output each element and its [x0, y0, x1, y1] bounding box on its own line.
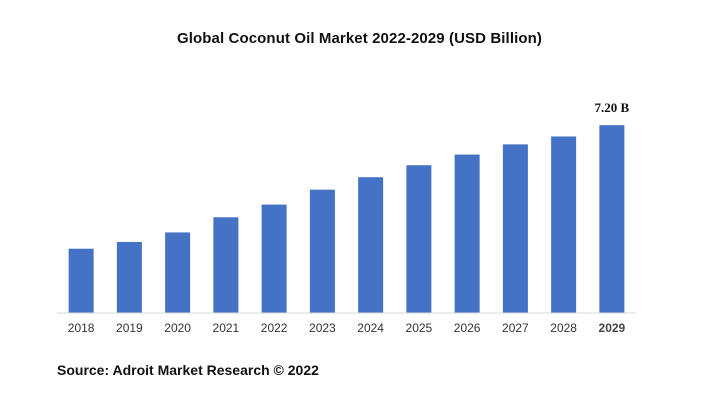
- bar-2026: [454, 154, 480, 313]
- x-tick-label-2021: 2021: [213, 321, 240, 335]
- bar-2019: [116, 241, 142, 313]
- x-tick-label-2028: 2028: [550, 321, 577, 335]
- x-tick-label-2026: 2026: [454, 321, 481, 335]
- bar-2022: [261, 204, 287, 313]
- x-tick-label-2029: 2029: [599, 321, 626, 335]
- x-tick-label-2022: 2022: [261, 321, 288, 335]
- bar-2029: [599, 125, 625, 313]
- bar-2025: [406, 165, 432, 313]
- x-tick-label-2025: 2025: [406, 321, 433, 335]
- bars-layer: [68, 125, 625, 313]
- bar-2027: [502, 144, 528, 313]
- bar-2020: [165, 232, 191, 313]
- source-note: Source: Adroit Market Research © 2022: [57, 362, 319, 378]
- x-tick-label-2027: 2027: [502, 321, 529, 335]
- bar-2024: [358, 177, 384, 313]
- bar-2018: [68, 248, 94, 313]
- bar-2028: [551, 136, 577, 313]
- data-labels: 7.20 B: [595, 100, 630, 115]
- x-tick-label-2018: 2018: [68, 321, 95, 335]
- bar-2021: [213, 217, 239, 313]
- x-tick-label-2023: 2023: [309, 321, 336, 335]
- bar-2023: [309, 189, 335, 313]
- x-tick-labels: 2018 2019 2020 2021 2022 2023 2024 2025 2026 2027…: [68, 321, 626, 335]
- x-tick-label-2019: 2019: [116, 321, 143, 335]
- chart-title: Global Coconut Oil Market 2022-2029 (USD…: [177, 30, 542, 47]
- data-label-2029: 7.20 B: [595, 100, 630, 115]
- x-tick-label-2020: 2020: [164, 321, 191, 335]
- x-tick-label-2024: 2024: [357, 321, 384, 335]
